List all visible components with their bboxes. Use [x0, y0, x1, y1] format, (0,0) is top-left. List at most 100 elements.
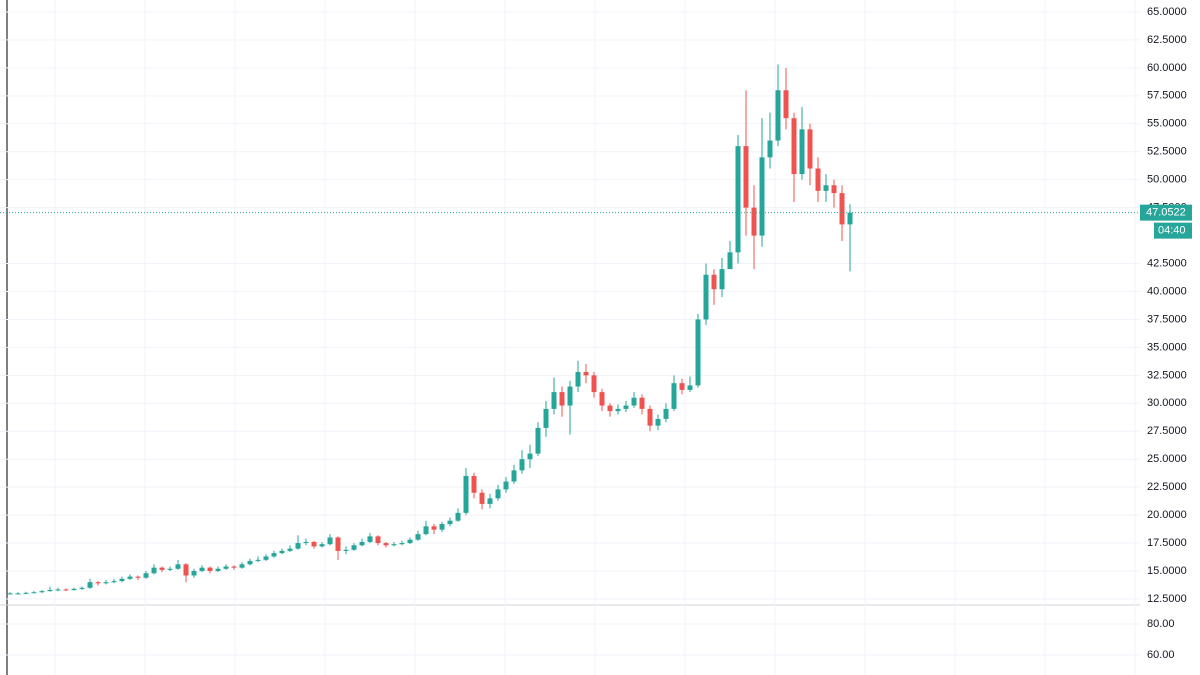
candle-body [167, 568, 173, 570]
candle-body [487, 498, 493, 504]
y-tick-label: 12.5000 [1147, 593, 1187, 605]
candle-body [263, 556, 269, 560]
indicator-tick-label: 60.00 [1147, 649, 1175, 661]
candle-body [439, 524, 445, 530]
candle-body [687, 385, 693, 390]
candle-body [631, 397, 637, 406]
candle-body [671, 383, 677, 409]
candle-body [199, 567, 205, 572]
candle-body [639, 397, 645, 409]
candle-body [463, 475, 469, 513]
y-tick-label: 30.0000 [1147, 397, 1187, 409]
y-tick-label: 32.5000 [1147, 369, 1187, 381]
candle-body [759, 157, 765, 236]
candle-body [623, 405, 629, 409]
candle-body [223, 566, 229, 569]
y-tick-label: 60.0000 [1147, 62, 1187, 74]
candle-body [367, 536, 373, 542]
candle-body [207, 567, 213, 572]
candle-body [479, 492, 485, 504]
candle-body [719, 269, 725, 290]
candle-body [607, 405, 613, 412]
candle-body [127, 576, 133, 579]
candle-body [39, 591, 45, 593]
y-tick-label: 15.0000 [1147, 565, 1187, 577]
y-tick-label: 57.5000 [1147, 90, 1187, 102]
y-tick-label: 22.5000 [1147, 481, 1187, 493]
y-tick-label: 35.0000 [1147, 341, 1187, 353]
candle-body [95, 582, 101, 584]
candle-body [183, 564, 189, 576]
candle-body [551, 392, 557, 409]
candle-body [79, 587, 85, 589]
candle-body [71, 588, 77, 591]
y-tick-label: 27.5000 [1147, 425, 1187, 437]
candle-body [831, 185, 837, 194]
candle-body [375, 536, 381, 544]
candle-body [231, 566, 237, 568]
candle-body [735, 146, 741, 253]
candle-body [407, 539, 413, 544]
candle-body [711, 274, 717, 290]
candle-body [727, 252, 733, 270]
y-tick-label: 40.0000 [1147, 285, 1187, 297]
candle-body [15, 593, 21, 595]
candle-body [327, 537, 333, 545]
y-tick-label: 55.0000 [1147, 118, 1187, 130]
candle-body [847, 212, 853, 225]
candle-body [135, 576, 141, 578]
candle-body [423, 526, 429, 535]
candle-body [279, 550, 285, 554]
y-tick-label: 25.0000 [1147, 453, 1187, 465]
candle-body [63, 589, 69, 591]
candle-body [599, 392, 605, 406]
y-tick-label: 52.5000 [1147, 146, 1187, 158]
candle-body [799, 129, 805, 175]
candle-body [391, 544, 397, 546]
candle-body [695, 319, 701, 386]
candle-body [215, 568, 221, 572]
y-tick-label: 65.0000 [1147, 6, 1187, 18]
candle-body [543, 408, 549, 428]
candle-body [415, 534, 421, 540]
candle-body [191, 571, 197, 576]
candle-body [239, 564, 245, 568]
indicator-tick-label: 80.00 [1147, 618, 1175, 630]
candle-body [303, 541, 309, 544]
candle-body [791, 118, 797, 175]
candle-body [343, 549, 349, 551]
candle-body [519, 459, 525, 471]
candle-body [559, 392, 565, 406]
candle-body [311, 541, 317, 547]
candle-body [535, 427, 541, 454]
candle-body [647, 408, 653, 426]
candle-body [527, 453, 533, 460]
candle-body [583, 371, 589, 376]
candle-body [495, 489, 501, 499]
candle-body [743, 146, 749, 208]
candle-body [87, 582, 93, 588]
candle-body [823, 185, 829, 191]
candle-body [111, 581, 117, 583]
candle-body [319, 544, 325, 547]
candle-body [287, 548, 293, 551]
candle-body [567, 386, 573, 406]
y-tick-label: 20.0000 [1147, 509, 1187, 521]
candle-body [47, 590, 53, 592]
candle-body [455, 512, 461, 521]
candle-body [663, 408, 669, 419]
candle-body [31, 592, 37, 594]
candle-body [55, 589, 61, 591]
candle-body [783, 90, 789, 119]
y-tick-label: 62.5000 [1147, 34, 1187, 46]
y-tick-label: 17.5000 [1147, 537, 1187, 549]
candle-body [775, 90, 781, 141]
countdown-box [1154, 222, 1192, 239]
last-price-box [1140, 204, 1192, 221]
candle-body [503, 481, 509, 490]
candle-body [751, 207, 757, 236]
candle-body [351, 545, 357, 550]
candle-body [7, 593, 13, 595]
countdown-label: 04:40 [1158, 225, 1186, 237]
